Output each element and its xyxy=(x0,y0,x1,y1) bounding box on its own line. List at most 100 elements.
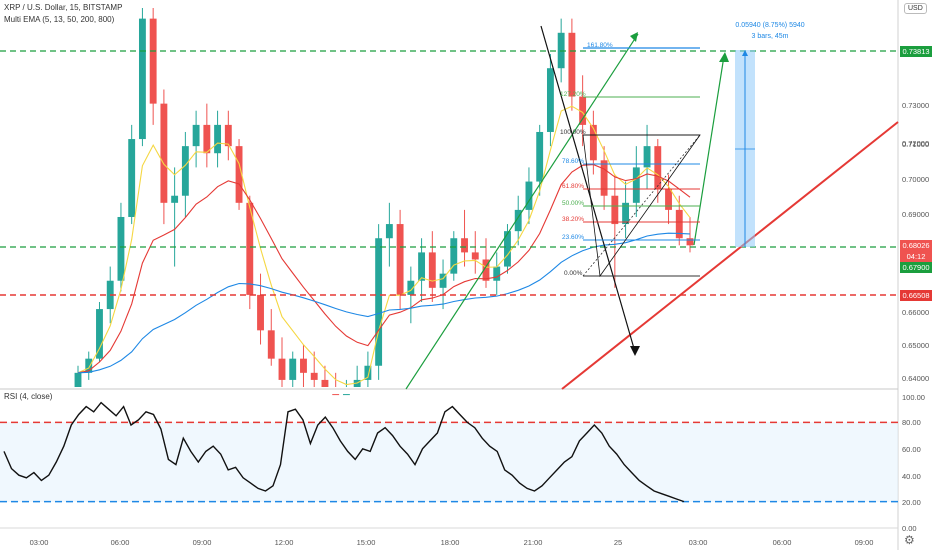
candle-body[interactable] xyxy=(289,358,297,380)
candle-body[interactable] xyxy=(396,224,404,295)
time-axis-label: 15:00 xyxy=(356,538,376,547)
candle-body[interactable] xyxy=(214,124,222,154)
price-tag-level[interactable]: 0.67900 xyxy=(900,262,932,273)
candle-body[interactable] xyxy=(160,103,168,203)
settings-gear-icon[interactable]: ⚙ xyxy=(904,533,915,547)
measure-arrowhead xyxy=(742,50,748,56)
candle-body[interactable] xyxy=(450,238,458,274)
rsi-line[interactable] xyxy=(3,401,685,503)
projection-arrow[interactable] xyxy=(693,55,725,246)
candle-body[interactable] xyxy=(117,216,125,281)
candle-body[interactable] xyxy=(622,202,630,225)
candle-body[interactable] xyxy=(482,259,490,281)
candle-body[interactable] xyxy=(493,266,501,281)
ema-5-line[interactable] xyxy=(77,105,691,386)
candle-body[interactable] xyxy=(675,209,683,239)
candle-body[interactable] xyxy=(514,209,522,232)
time-axis-label: 18:00 xyxy=(440,538,460,547)
candle-body[interactable] xyxy=(278,358,286,380)
price-axis-label: 0.73000 xyxy=(902,101,930,110)
price-axis-label: 0.64000 xyxy=(902,374,930,383)
candle-body[interactable] xyxy=(611,195,619,225)
price-axis-label: 0.71000 xyxy=(902,140,930,149)
candle-body[interactable] xyxy=(471,252,479,260)
triangle-pattern[interactable] xyxy=(582,134,701,278)
candle-body[interactable] xyxy=(568,32,576,97)
time-axis-label: 21:00 xyxy=(523,538,543,547)
price-tag-current[interactable]: 0.68026 xyxy=(900,240,932,251)
fib-label: 100.00% xyxy=(560,129,586,136)
candle-body[interactable] xyxy=(579,96,587,125)
rsi-indicator-label[interactable]: RSI (4, close) xyxy=(4,392,53,401)
ema-50-line[interactable] xyxy=(77,232,691,374)
candle-body[interactable] xyxy=(439,273,447,288)
candle-body[interactable] xyxy=(332,394,340,396)
candle-body[interactable] xyxy=(428,252,436,288)
candle-body[interactable] xyxy=(385,224,393,239)
currency-badge[interactable]: USD xyxy=(904,3,927,14)
rsi-band-fill xyxy=(0,422,898,502)
candle-body[interactable] xyxy=(600,160,608,196)
candle-body[interactable] xyxy=(235,146,243,203)
candle-body[interactable] xyxy=(74,372,82,387)
candle-body[interactable] xyxy=(461,238,468,253)
candle-body[interactable] xyxy=(85,358,93,373)
time-axis-label: 06:00 xyxy=(110,538,130,547)
candle-body[interactable] xyxy=(504,231,511,267)
symbol-title[interactable]: XRP / U.S. Dollar, 15, BITSTAMP xyxy=(4,3,123,12)
time-axis-label: 09:00 xyxy=(192,538,212,547)
candle-body[interactable] xyxy=(589,124,597,161)
price-axis-label: 0.70000 xyxy=(902,175,930,184)
candle-body[interactable] xyxy=(407,280,415,295)
candle-body[interactable] xyxy=(203,124,211,154)
candle-body[interactable] xyxy=(138,18,146,140)
candle-body[interactable] xyxy=(321,379,329,387)
candle-body[interactable] xyxy=(665,188,672,210)
rsi-axis-label: 0.00 xyxy=(902,524,917,533)
price-tag-countdown: 04:12 xyxy=(900,251,932,262)
candle-body[interactable] xyxy=(224,124,232,147)
candle-body[interactable] xyxy=(171,195,179,203)
rsi-group xyxy=(0,401,898,503)
candle-body[interactable] xyxy=(375,238,383,366)
candle-body[interactable] xyxy=(536,131,544,182)
candle-body[interactable] xyxy=(128,139,136,217)
price-tag-support[interactable]: 0.66508 xyxy=(900,290,932,301)
fib-label: 23.60% xyxy=(562,234,585,241)
fib-label: 38.20% xyxy=(562,216,585,223)
candle-body[interactable] xyxy=(310,372,318,380)
candle-body[interactable] xyxy=(632,167,640,203)
time-axis-label: 12:00 xyxy=(274,538,294,547)
candle-body[interactable] xyxy=(418,252,426,281)
green-arrowhead xyxy=(630,32,638,42)
red-trendline[interactable] xyxy=(561,121,899,390)
rsi-axis-label: 20.00 xyxy=(902,498,921,507)
candle-body[interactable] xyxy=(686,238,694,246)
candle-body[interactable] xyxy=(546,68,554,132)
candle-body[interactable] xyxy=(192,124,200,147)
candle-body[interactable] xyxy=(96,309,103,359)
candle-body[interactable] xyxy=(342,394,350,396)
fib-label: 127.20% xyxy=(560,91,586,98)
candle-body[interactable] xyxy=(246,202,254,295)
candle-body[interactable] xyxy=(181,146,189,196)
candle-body[interactable] xyxy=(257,294,264,331)
candle-body[interactable] xyxy=(267,330,275,359)
price-axis-label: 0.69000 xyxy=(902,210,930,219)
candle-body[interactable] xyxy=(643,146,651,168)
rsi-axis-label: 100.00 xyxy=(902,393,925,402)
projection-arrowhead xyxy=(719,52,729,62)
fib-label: 78.60% xyxy=(562,158,585,165)
candle-body[interactable] xyxy=(149,18,157,104)
ema-13-line[interactable] xyxy=(77,164,691,374)
rsi-axis-label: 40.00 xyxy=(902,472,921,481)
candle-body[interactable] xyxy=(364,365,372,380)
candle-body[interactable] xyxy=(300,358,307,373)
green-trendline[interactable] xyxy=(405,33,639,390)
candle-body[interactable] xyxy=(525,181,533,210)
candle-body[interactable] xyxy=(654,146,662,189)
ema-indicator-label[interactable]: Multi EMA (5, 13, 50, 200, 800) xyxy=(4,15,115,24)
price-tag-resistance[interactable]: 0.73813 xyxy=(900,46,932,57)
ema-lines-group xyxy=(77,105,691,386)
